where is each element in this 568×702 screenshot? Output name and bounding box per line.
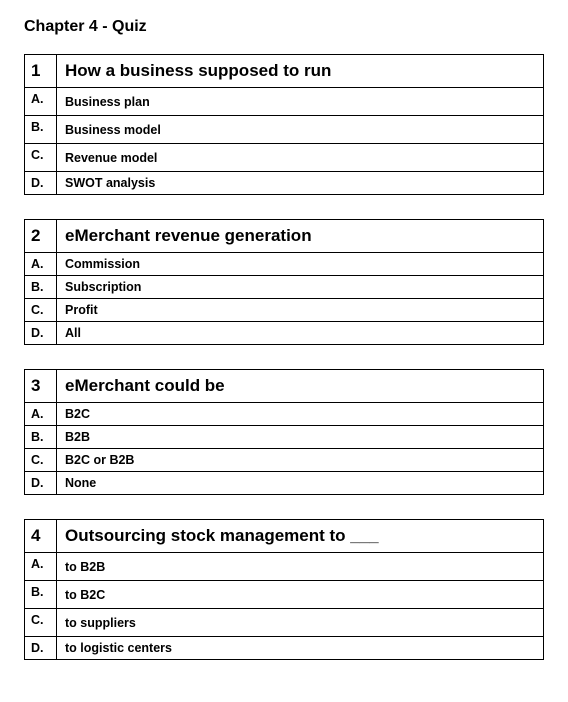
question-prompt: How a business supposed to run — [57, 55, 543, 87]
option-text: B2B — [57, 426, 543, 448]
question-header-row: 1How a business supposed to run — [25, 55, 543, 88]
option-text: Business plan — [57, 88, 543, 115]
option-row: D.All — [25, 322, 543, 344]
option-row: B.B2B — [25, 426, 543, 449]
option-text: Business model — [57, 116, 543, 143]
option-row: C.B2C or B2B — [25, 449, 543, 472]
option-row: D.None — [25, 472, 543, 494]
question-prompt: Outsourcing stock management to ___ — [57, 520, 543, 552]
option-label: A. — [25, 553, 57, 580]
option-text: None — [57, 472, 543, 494]
option-text: All — [57, 322, 543, 344]
option-label: B. — [25, 426, 57, 448]
option-row: A.Business plan — [25, 88, 543, 116]
option-label: A. — [25, 403, 57, 425]
questions-container: 1How a business supposed to runA.Busines… — [24, 54, 550, 660]
question-block: 1How a business supposed to runA.Busines… — [24, 54, 544, 195]
option-label: D. — [25, 172, 57, 194]
question-header-row: 3eMerchant could be — [25, 370, 543, 403]
option-text: Commission — [57, 253, 543, 275]
option-row: D.SWOT analysis — [25, 172, 543, 194]
question-prompt: eMerchant revenue generation — [57, 220, 543, 252]
option-label: C. — [25, 144, 57, 171]
option-label: C. — [25, 449, 57, 471]
option-label: C. — [25, 299, 57, 321]
option-text: B2C or B2B — [57, 449, 543, 471]
option-label: B. — [25, 276, 57, 298]
option-text: Subscription — [57, 276, 543, 298]
option-row: B.Business model — [25, 116, 543, 144]
option-text: to suppliers — [57, 609, 543, 636]
option-row: A.to B2B — [25, 553, 543, 581]
option-label: B. — [25, 581, 57, 608]
question-header-row: 4Outsourcing stock management to ___ — [25, 520, 543, 553]
question-number: 3 — [25, 370, 57, 402]
option-row: C.to suppliers — [25, 609, 543, 637]
question-header-row: 2eMerchant revenue generation — [25, 220, 543, 253]
option-text: to B2B — [57, 553, 543, 580]
option-row: A.Commission — [25, 253, 543, 276]
option-label: B. — [25, 116, 57, 143]
page-title: Chapter 4 - Quiz — [24, 18, 550, 36]
option-row: B.to B2C — [25, 581, 543, 609]
option-row: C.Profit — [25, 299, 543, 322]
option-label: D. — [25, 322, 57, 344]
option-label: A. — [25, 253, 57, 275]
option-text: to B2C — [57, 581, 543, 608]
option-label: D. — [25, 637, 57, 659]
question-block: 4Outsourcing stock management to ___A.to… — [24, 519, 544, 660]
option-text: Revenue model — [57, 144, 543, 171]
option-row: C.Revenue model — [25, 144, 543, 172]
option-text: to logistic centers — [57, 637, 543, 659]
option-row: A.B2C — [25, 403, 543, 426]
question-number: 2 — [25, 220, 57, 252]
option-label: A. — [25, 88, 57, 115]
option-text: Profit — [57, 299, 543, 321]
option-label: D. — [25, 472, 57, 494]
question-prompt: eMerchant could be — [57, 370, 543, 402]
question-block: 2eMerchant revenue generationA.Commissio… — [24, 219, 544, 345]
option-label: C. — [25, 609, 57, 636]
option-row: D.to logistic centers — [25, 637, 543, 659]
option-text: SWOT analysis — [57, 172, 543, 194]
question-block: 3eMerchant could beA.B2CB.B2BC.B2C or B2… — [24, 369, 544, 495]
question-number: 1 — [25, 55, 57, 87]
question-number: 4 — [25, 520, 57, 552]
option-text: B2C — [57, 403, 543, 425]
option-row: B.Subscription — [25, 276, 543, 299]
